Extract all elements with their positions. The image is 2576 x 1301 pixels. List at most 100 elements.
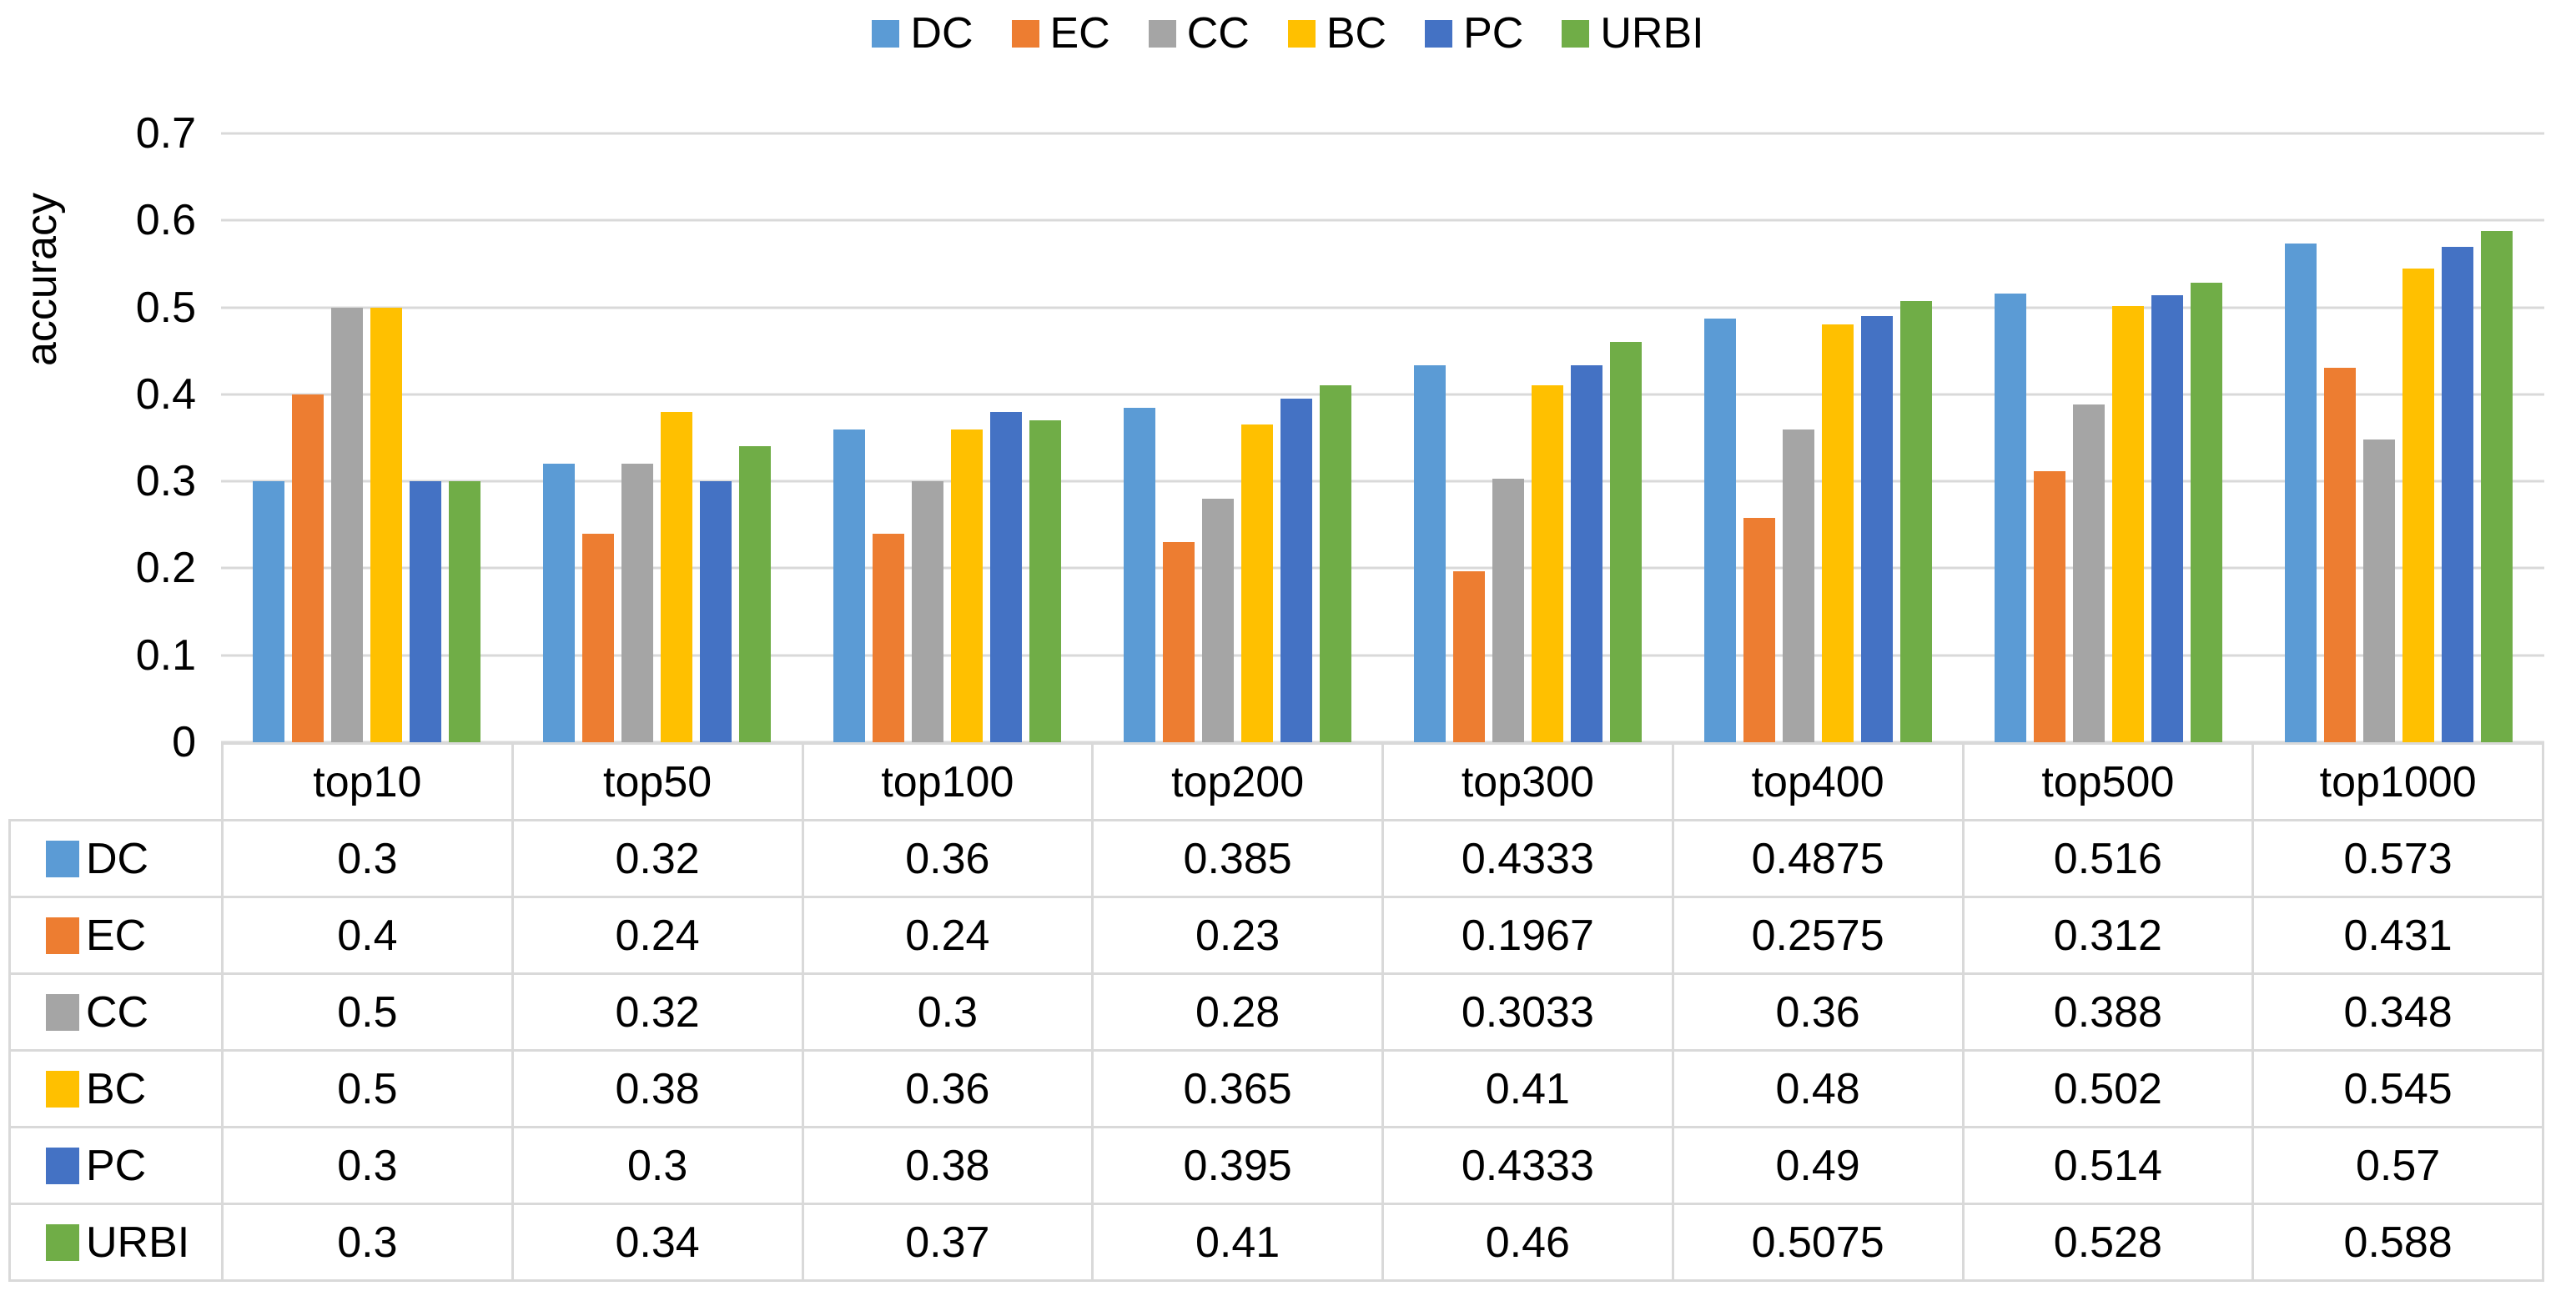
gridline: [221, 654, 2544, 657]
table-cell-cc-top300: 0.3033: [1381, 972, 1674, 1052]
gridline: [221, 741, 2544, 744]
table-cell-dc-top100: 0.36: [801, 819, 1094, 898]
bar-ec-top500: [2034, 470, 2066, 742]
bar-cc-top1000: [2363, 440, 2396, 742]
table-col-header-top1000: top1000: [2251, 742, 2544, 821]
table-cell-urbi-top100: 0.37: [801, 1203, 1094, 1282]
series-swatch-icon: [46, 1147, 79, 1184]
bar-urbi-top300: [1610, 342, 1643, 742]
bar-urbi-top500: [2191, 283, 2223, 742]
legend-label: URBI: [1600, 9, 1704, 58]
table-cell-bc-top500: 0.502: [1961, 1049, 2255, 1128]
bar-pc-top10: [409, 481, 441, 742]
table-row-pc: PC 0.3 0.3 0.38 0.395 0.4333 0.49 0.514 0.57: [8, 1126, 2544, 1205]
table-col-header-top400: top400: [1671, 742, 1965, 821]
legend-swatch-icon: [1011, 19, 1039, 48]
series-swatch-icon: [46, 840, 79, 877]
bar-pc-top300: [1571, 365, 1603, 742]
table-col-header-top300: top300: [1381, 742, 1674, 821]
table-row-urbi: URBI 0.3 0.34 0.37 0.41 0.46 0.5075 0.528 0.588: [8, 1203, 2544, 1282]
table-cell-urbi-top10: 0.3: [221, 1203, 514, 1282]
legend-label: PC: [1463, 9, 1524, 58]
table-cell-pc-top1000: 0.57: [2251, 1126, 2544, 1205]
table-col-header-top50: top50: [511, 742, 804, 821]
legend-item-ec: EC: [1011, 8, 1110, 58]
table-cell-pc-top200: 0.395: [1091, 1126, 1384, 1205]
table-cell-pc-top10: 0.3: [221, 1126, 514, 1205]
table-cell-ec-top50: 0.24: [511, 896, 804, 975]
y-axis-tick-label: 0.4: [135, 369, 196, 419]
legend-label: CC: [1186, 9, 1250, 58]
bar-bc-top100: [950, 429, 983, 742]
table-row-bc: BC 0.5 0.38 0.36 0.365 0.41 0.48 0.502 0.545: [8, 1049, 2544, 1128]
table-cell-urbi-top500: 0.528: [1961, 1203, 2255, 1282]
legend-item-pc: PC: [1425, 8, 1523, 58]
table-cell-urbi-top400: 0.5075: [1671, 1203, 1965, 1282]
table-cell-ec-top200: 0.23: [1091, 896, 1384, 975]
bar-cc-top10: [330, 307, 363, 742]
legend-swatch-icon: [872, 19, 900, 48]
table-row-dc: DC 0.3 0.32 0.36 0.385 0.4333 0.4875 0.516 0.573: [8, 819, 2544, 898]
series-label: DC: [13, 834, 220, 884]
y-axis-tick-labels: 0 0.1 0.2 0.3 0.4 0.5 0.6 0.7: [67, 109, 221, 766]
table-row-header-pc: PC: [8, 1126, 224, 1205]
table-cell-pc-top400: 0.49: [1671, 1126, 1965, 1205]
table-row-cc: CC 0.5 0.32 0.3 0.28 0.3033 0.36 0.388 0.348: [8, 972, 2544, 1052]
y-axis-tick-label: 0.5: [135, 283, 196, 332]
table-cell-urbi-top1000: 0.588: [2251, 1203, 2544, 1282]
legend-swatch-icon: [1287, 19, 1316, 48]
table-row-header-bc: BC: [8, 1049, 224, 1128]
bar-urbi-top10: [448, 481, 480, 742]
series-label: CC: [13, 987, 220, 1037]
gridline: [221, 132, 2544, 135]
bar-urbi-top200: [1319, 385, 1351, 742]
table-col-header-top500: top500: [1961, 742, 2255, 821]
bar-pc-top400: [1861, 316, 1894, 742]
y-axis-title-area: accuracy: [8, 133, 67, 742]
bar-cc-top500: [2073, 404, 2106, 742]
bar-ec-top50: [581, 533, 614, 742]
bar-group-top100: [802, 133, 1092, 742]
bar-group-top1000: [2254, 133, 2544, 742]
table-body: DC 0.3 0.32 0.36 0.385 0.4333 0.4875 0.516 0.573…: [8, 819, 2544, 1282]
bar-chart: accuracy 0 0.1 0.2 0.3 0.4 0.5 0.6 0.7: [8, 109, 2544, 766]
series-name: EC: [86, 911, 147, 960]
bar-dc-top10: [252, 481, 284, 742]
table-cell-urbi-top50: 0.34: [511, 1203, 804, 1282]
bar-ec-top1000: [2324, 367, 2357, 742]
series-name: CC: [86, 987, 149, 1037]
bar-bc-top200: [1240, 424, 1273, 742]
data-table: top10 top50 top100 top200 top300 top400 top500…: [8, 742, 2544, 1282]
table-cell-bc-top100: 0.36: [801, 1049, 1094, 1128]
bar-bc-top1000: [2402, 268, 2435, 742]
gridline: [221, 393, 2544, 396]
bar-urbi-top50: [738, 446, 771, 742]
table-cell-dc-top300: 0.4333: [1381, 819, 1674, 898]
table-cell-bc-top1000: 0.545: [2251, 1049, 2544, 1128]
table-cell-bc-top400: 0.48: [1671, 1049, 1965, 1128]
table-row-header-dc: DC: [8, 819, 224, 898]
legend-item-bc: BC: [1287, 8, 1386, 58]
table-row-header-cc: CC: [8, 972, 224, 1052]
legend-item-dc: DC: [872, 8, 974, 58]
table-cell-ec-top100: 0.24: [801, 896, 1094, 975]
chart-legend: DC EC CC BC PC URBI: [0, 0, 2576, 58]
bar-bc-top300: [1532, 385, 1564, 742]
y-axis-tick-label: 0.7: [135, 109, 196, 158]
bar-cc-top200: [1201, 499, 1234, 742]
table-cell-pc-top100: 0.38: [801, 1126, 1094, 1205]
y-axis-tick-label: 0.3: [135, 457, 196, 506]
gridline: [221, 480, 2544, 483]
table-cell-pc-top300: 0.4333: [1381, 1126, 1674, 1205]
legend-swatch-icon: [1425, 19, 1453, 48]
table-col-header-top200: top200: [1091, 742, 1384, 821]
bar-pc-top500: [2151, 294, 2184, 742]
legend-item-cc: CC: [1148, 8, 1250, 58]
bar-bc-top10: [370, 307, 402, 742]
y-axis-title: accuracy: [18, 192, 66, 367]
bar-dc-top1000: [2285, 244, 2317, 742]
table-cell-pc-top500: 0.514: [1961, 1126, 2255, 1205]
bar-group-top50: [511, 133, 802, 742]
gridline: [221, 306, 2544, 309]
table-cell-cc-top100: 0.3: [801, 972, 1094, 1052]
